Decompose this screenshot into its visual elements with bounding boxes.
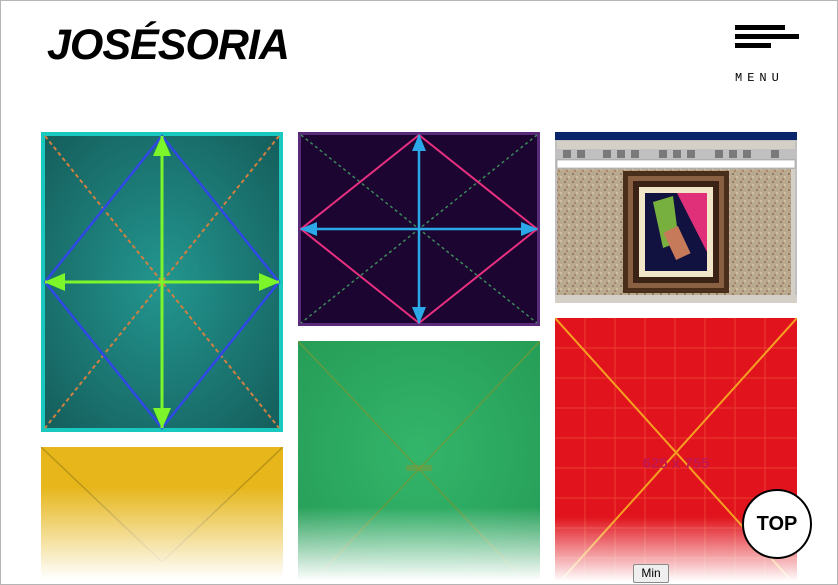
teal-arrows-graphic: [41, 132, 283, 432]
site-logo[interactable]: JOSÉSORIA: [47, 21, 290, 69]
purple-arrows-graphic: [298, 132, 540, 326]
gallery-tile-teal[interactable]: [41, 132, 283, 432]
placeholder-size-label: 625 x 755: [643, 455, 710, 472]
browser-screenshot-graphic: [555, 132, 797, 303]
gallery-tile-purple[interactable]: [298, 132, 540, 326]
gallery-tile-green[interactable]: [298, 341, 540, 584]
menu-label: MENU: [735, 71, 784, 85]
menu-button[interactable]: MENU: [734, 25, 802, 89]
gallery-tile-browser[interactable]: [555, 132, 797, 303]
gallery-tile-yellow[interactable]: [41, 447, 283, 584]
min-button[interactable]: Min: [633, 564, 669, 583]
back-to-top-button[interactable]: TOP: [742, 489, 812, 559]
